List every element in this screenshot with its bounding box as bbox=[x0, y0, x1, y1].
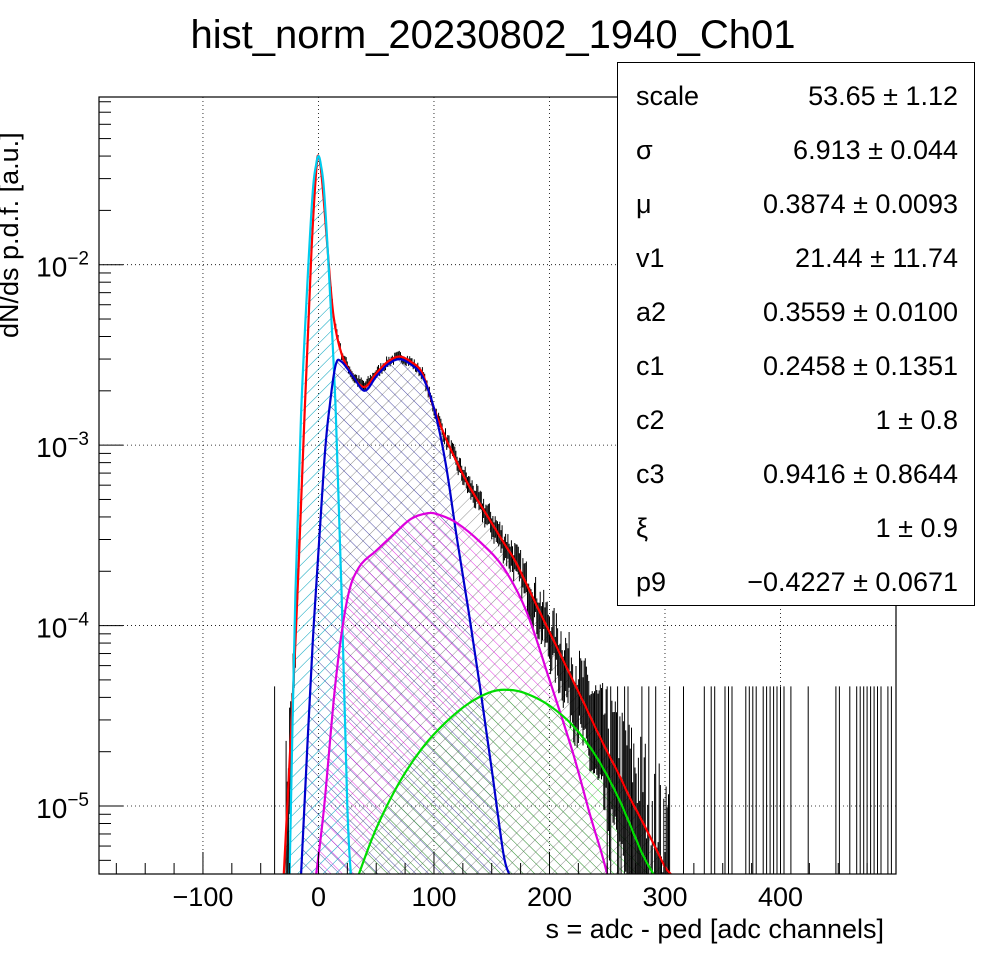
x-tick-label: 100 bbox=[411, 882, 456, 912]
stats-param-value: 0.9416 ± 0.8644 bbox=[763, 459, 958, 489]
stats-param-value: 0.3559 ± 0.0100 bbox=[763, 297, 958, 327]
stats-row: c2 1 ± 0.8 bbox=[618, 393, 974, 447]
stats-param-value: 0.2458 ± 0.1351 bbox=[763, 351, 958, 381]
x-tick-label: 400 bbox=[758, 882, 803, 912]
component-2-curve bbox=[315, 511, 609, 874]
component-1-curve bbox=[300, 357, 511, 874]
fit-parameters-box: scale 53.65 ± 1.12 σ 6.913 ± 0.044 μ 0.3874 ±… bbox=[617, 62, 975, 606]
stats-param-value: −0.4227 ± 0.0671 bbox=[747, 567, 958, 597]
y-tick-label: 10−4 bbox=[36, 610, 89, 644]
pedestal-component-curve bbox=[288, 154, 352, 874]
y-tick-labels: 10−5 10−4 10−3 10−2 bbox=[36, 249, 89, 824]
x-tick-label: 200 bbox=[527, 882, 572, 912]
stats-param-value: 1 ± 0.9 bbox=[875, 513, 958, 543]
stats-param-name: a2 bbox=[636, 297, 667, 327]
stats-row: c1 0.2458 ± 0.1351 bbox=[618, 339, 974, 393]
chart-title: hist_norm_20230802_1940_Ch01 bbox=[191, 13, 796, 57]
stats-row: c3 0.9416 ± 0.8644 bbox=[618, 447, 974, 501]
y-tick-label: 10−5 bbox=[36, 790, 89, 824]
component-3-fill bbox=[358, 689, 654, 874]
stats-param-value: 6.913 ± 0.044 bbox=[793, 135, 958, 165]
stats-param-name: p9 bbox=[636, 567, 667, 597]
x-tick-label: 0 bbox=[311, 882, 326, 912]
fit-curves bbox=[282, 154, 672, 874]
stats-param-value: 0.3874 ± 0.0093 bbox=[763, 189, 958, 219]
stats-param-value: 21.44 ± 11.74 bbox=[795, 243, 958, 273]
stats-param-name: c1 bbox=[636, 351, 665, 381]
stats-row: scale 53.65 ± 1.12 bbox=[618, 69, 974, 123]
stats-row: v1 21.44 ± 11.74 bbox=[618, 231, 974, 285]
stats-param-name: ξ bbox=[636, 513, 649, 543]
stats-row: μ 0.3874 ± 0.0093 bbox=[618, 177, 974, 231]
x-axis-label: s = adc - ped [adc channels] bbox=[546, 914, 884, 944]
stats-row: ξ 1 ± 0.9 bbox=[618, 501, 974, 555]
stats-param-name: σ bbox=[636, 135, 653, 165]
axis-ticks bbox=[99, 101, 868, 874]
component-3-curve bbox=[357, 688, 655, 874]
x-tick-label: 300 bbox=[642, 882, 687, 912]
y-axis-label: dN/ds p.d.f. [a.u.] bbox=[0, 132, 24, 338]
stats-param-name: c2 bbox=[636, 405, 665, 435]
stats-param-name: c3 bbox=[636, 459, 665, 489]
stats-param-value: 53.65 ± 1.12 bbox=[808, 81, 958, 111]
stats-param-name: scale bbox=[636, 81, 700, 111]
stats-param-name: μ bbox=[636, 189, 652, 219]
x-tick-labels: −100 0 100 200 300 400 bbox=[173, 882, 803, 912]
y-tick-label: 10−2 bbox=[36, 249, 89, 283]
stats-param-name: v1 bbox=[636, 243, 665, 273]
stats-param-value: 1 ± 0.8 bbox=[875, 405, 958, 435]
stats-row: p9 −0.4227 ± 0.0671 bbox=[618, 555, 974, 609]
y-tick-label: 10−3 bbox=[36, 429, 89, 463]
stats-row: σ 6.913 ± 0.044 bbox=[618, 123, 974, 177]
x-tick-label: −100 bbox=[173, 882, 234, 912]
stats-row: a2 0.3559 ± 0.0100 bbox=[618, 285, 974, 339]
